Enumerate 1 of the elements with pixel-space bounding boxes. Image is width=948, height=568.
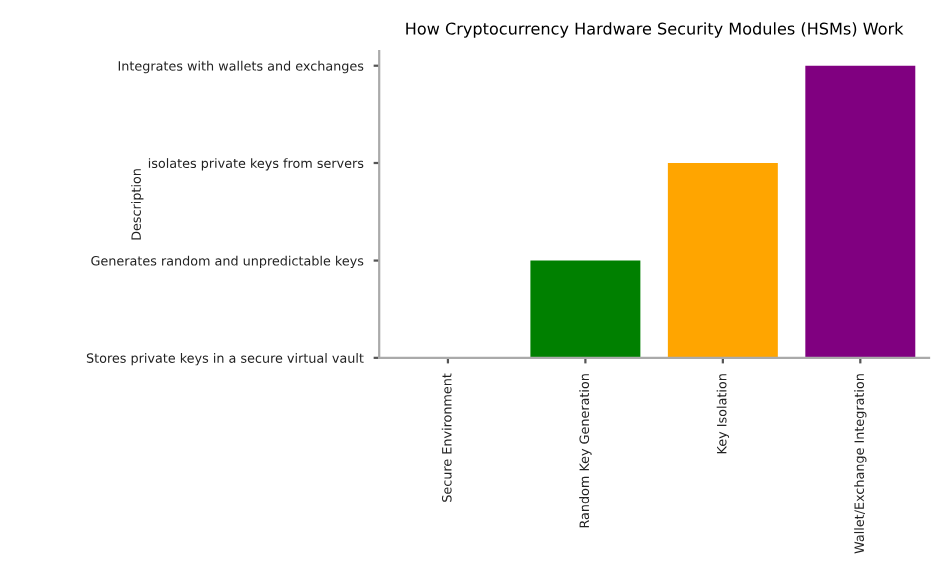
- chart-title: How Cryptocurrency Hardware Security Modules (HSMs) Work: [406, 22, 904, 38]
